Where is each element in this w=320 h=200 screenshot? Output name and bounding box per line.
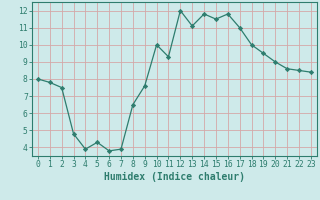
X-axis label: Humidex (Indice chaleur): Humidex (Indice chaleur) xyxy=(104,172,245,182)
